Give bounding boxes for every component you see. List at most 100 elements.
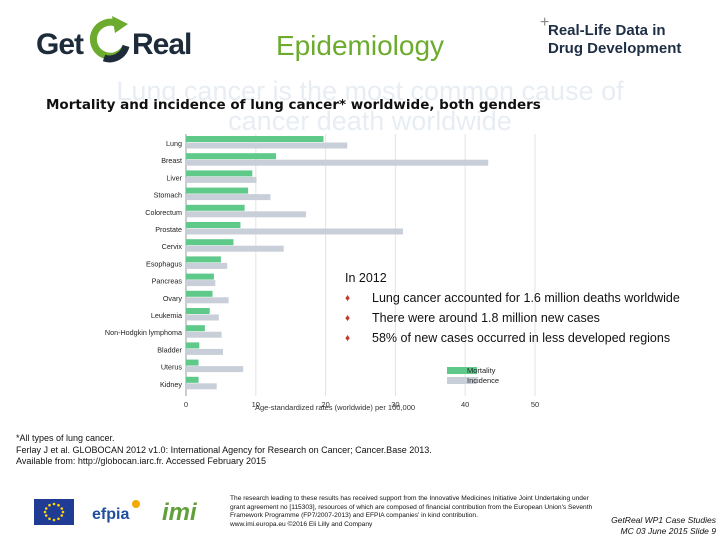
category-label: Non-Hodgkin lymphoma (105, 328, 182, 337)
faded-slide-heading: Lung cancer is the most common cause of … (116, 76, 624, 136)
bar-mortality (186, 342, 200, 349)
logo-line-1: Real-Life Data in (548, 22, 666, 39)
bar-incidence (186, 366, 244, 373)
efpia-star-icon (132, 500, 140, 508)
bar-mortality (186, 153, 277, 160)
bar-incidence (186, 176, 257, 183)
eu-stars-icon (43, 502, 65, 522)
category-label: Esophagus (146, 259, 182, 268)
diamond-bullet-icon: ♦ (345, 313, 351, 324)
bar-incidence (186, 262, 228, 269)
logo-real-text: Real (132, 28, 192, 61)
bar-mortality (186, 273, 214, 280)
bar-incidence (186, 331, 222, 338)
bar-incidence (186, 314, 219, 321)
key-fact-text: There were around 1.8 million new cases (372, 311, 600, 325)
bar-mortality (186, 376, 199, 383)
bar-incidence (186, 228, 404, 235)
logo-line-2: Drug Development (548, 40, 682, 57)
category-label: Breast (161, 156, 182, 165)
bar-mortality (186, 325, 205, 332)
x-tick-label: 0 (184, 400, 188, 409)
diamond-bullet-icon: ♦ (345, 293, 351, 304)
key-fact-item: ♦ Lung cancer accounted for 1.6 million … (345, 288, 720, 308)
x-tick-label: 30 (391, 400, 399, 409)
x-axis-label: Age-standardized rates (worldwide) per 1… (255, 403, 415, 412)
category-label: Liver (166, 173, 182, 182)
bar-mortality (186, 204, 245, 211)
legend-label-incidence: Incidence (467, 376, 499, 385)
footnote-line: Available from: http://globocan.iarc.fr.… (16, 456, 266, 466)
category-label: Kidney (160, 380, 182, 389)
key-fact-text: Lung cancer accounted for 1.6 million de… (372, 291, 680, 305)
x-tick-label: 20 (321, 400, 329, 409)
funding-statement: The research leading to these results ha… (230, 495, 600, 529)
category-labels: Lung Breast Liver Stomach Colorectum Prostate… (105, 139, 183, 389)
reference-footnote: *All types of lung cancer. Ferlay J et a… (16, 433, 536, 468)
legend-swatch-incidence (447, 377, 477, 384)
copyright-text: www.imi.europa.eu ©2016 Eli Lilly and Co… (230, 520, 373, 528)
bar-incidence (186, 297, 229, 304)
category-label: Lung (166, 139, 182, 148)
chart-legend: Mortality Incidence (447, 366, 499, 385)
bar-mortality (186, 359, 199, 366)
key-facts: In 2012 ♦ Lung cancer accounted for 1.6 … (345, 268, 720, 348)
efpia-logo: efpia (92, 497, 152, 527)
key-fact-text: 58% of new cases occurred in less develo… (372, 331, 671, 345)
getreal-logo: Get Real (30, 14, 195, 68)
page-title: Epidemiology (275, 30, 445, 61)
slide-number-label: MC 03 June 2015 Slide 9 (620, 526, 716, 536)
logo-get-text: Get (36, 28, 84, 61)
bar-incidence (186, 194, 271, 201)
bar-incidence (186, 348, 223, 355)
bar-mortality (186, 222, 241, 228)
category-label: Bladder (157, 345, 182, 354)
x-tick-label: 40 (461, 400, 469, 409)
chart-bars (186, 136, 489, 390)
bar-chart: Lung Breast Liver Stomach Colorectum Prostate… (105, 134, 539, 412)
x-tick-label: 10 (252, 400, 260, 409)
bar-incidence (186, 245, 284, 252)
category-label: Ovary (163, 294, 183, 303)
eu-flag-logo (34, 499, 74, 525)
legend-label-mortality: Mortality (467, 366, 496, 375)
bar-mortality (186, 239, 234, 246)
bar-mortality (186, 170, 253, 177)
bar-incidence (186, 280, 216, 287)
bar-incidence (186, 142, 348, 149)
category-label: Prostate (155, 225, 182, 234)
imi-text: imi (162, 499, 197, 526)
real-life-data-logo: Real-Life Data in Drug Development (548, 22, 698, 58)
category-label: Pancreas (152, 277, 183, 286)
category-label: Stomach (154, 191, 182, 200)
category-label: Colorectum (145, 208, 182, 217)
case-study-label: GetReal WP1 Case Studies (611, 515, 716, 525)
slide-footer-info: GetReal WP1 Case Studies MC 03 June 2015… (560, 515, 716, 537)
footnote-line: Ferlay J et al. GLOBOCAN 2012 v1.0: Inte… (16, 444, 432, 455)
imi-logo: imi (160, 497, 222, 529)
category-label: Uterus (161, 363, 183, 372)
category-label: Leukemia (151, 311, 182, 320)
x-tick-labels: 0 10 20 30 40 50 (184, 400, 539, 409)
category-label: Cervix (162, 242, 183, 251)
bar-incidence (186, 383, 217, 390)
bar-mortality (186, 136, 324, 142)
logo-plus-mark: + (540, 14, 550, 31)
chart-title: Mortality and incidence of lung cancer* … (46, 97, 541, 113)
bar-mortality (186, 187, 249, 194)
bar-mortality (186, 308, 210, 314)
diamond-bullet-icon: ♦ (345, 333, 351, 344)
key-fact-item: ♦ There were around 1.8 million new case… (345, 308, 720, 328)
bar-mortality (186, 290, 213, 297)
bar-incidence (186, 211, 307, 218)
x-tick-label: 50 (531, 400, 539, 409)
bar-incidence (186, 159, 489, 166)
refresh-arrow-icon (89, 16, 130, 63)
key-facts-heading: In 2012 (345, 271, 387, 285)
footnote-line: *All types of lung cancer. (16, 433, 115, 443)
legend-swatch-mortality (447, 367, 477, 374)
key-fact-item: ♦ 58% of new cases occurred in less deve… (345, 328, 720, 348)
efpia-text: efpia (92, 506, 130, 523)
bar-mortality (186, 256, 221, 263)
funding-text: The research leading to these results ha… (230, 495, 593, 519)
